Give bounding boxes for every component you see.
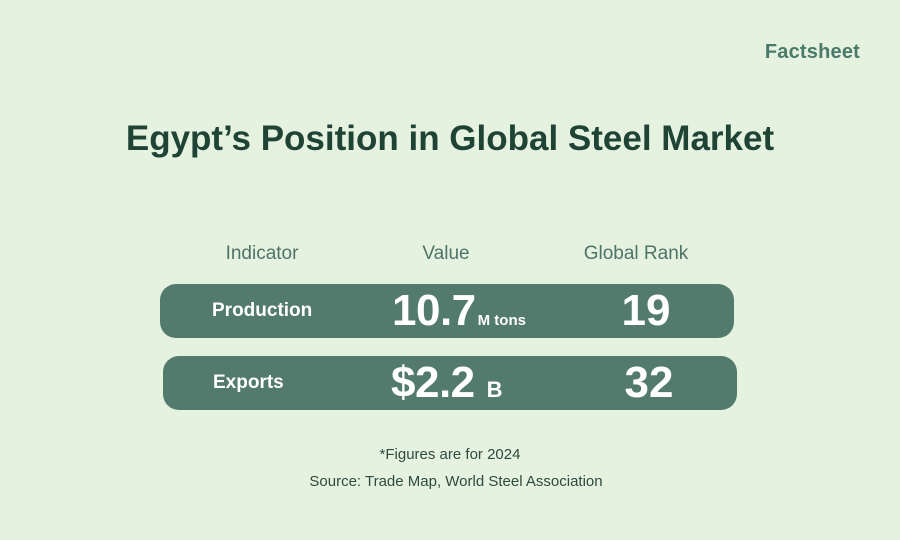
row-global-rank: 19 [621,286,671,335]
brand-label: Factsheet [764,41,860,63]
row-value: 10.7 M tons [392,284,526,338]
value-unit: M tons [477,312,526,329]
row-value: $2.2 B [391,356,503,410]
table-row-production: Production 10.7 M tons 19 [160,284,734,338]
header-global-rank: Global Rank [583,243,689,264]
row-indicator-label: Exports [213,372,284,393]
header-value: Value [422,243,470,264]
page-title: Egypt’s Position in Global Steel Market [125,119,775,158]
value-unit: B [486,377,503,402]
value-number: $2.2 [391,358,475,407]
row-global-rank: 32 [624,358,674,407]
footnote: *Figures are for 2024 [379,446,521,463]
table-row-exports: Exports $2.2 B 32 [163,356,737,410]
header-indicator: Indicator [225,243,299,264]
row-indicator-label: Production [212,300,313,321]
value-number: 10.7 [392,286,476,335]
source-note: Source: Trade Map, World Steel Associati… [309,473,603,490]
table-header: Indicator Value Global Rank [0,243,900,269]
